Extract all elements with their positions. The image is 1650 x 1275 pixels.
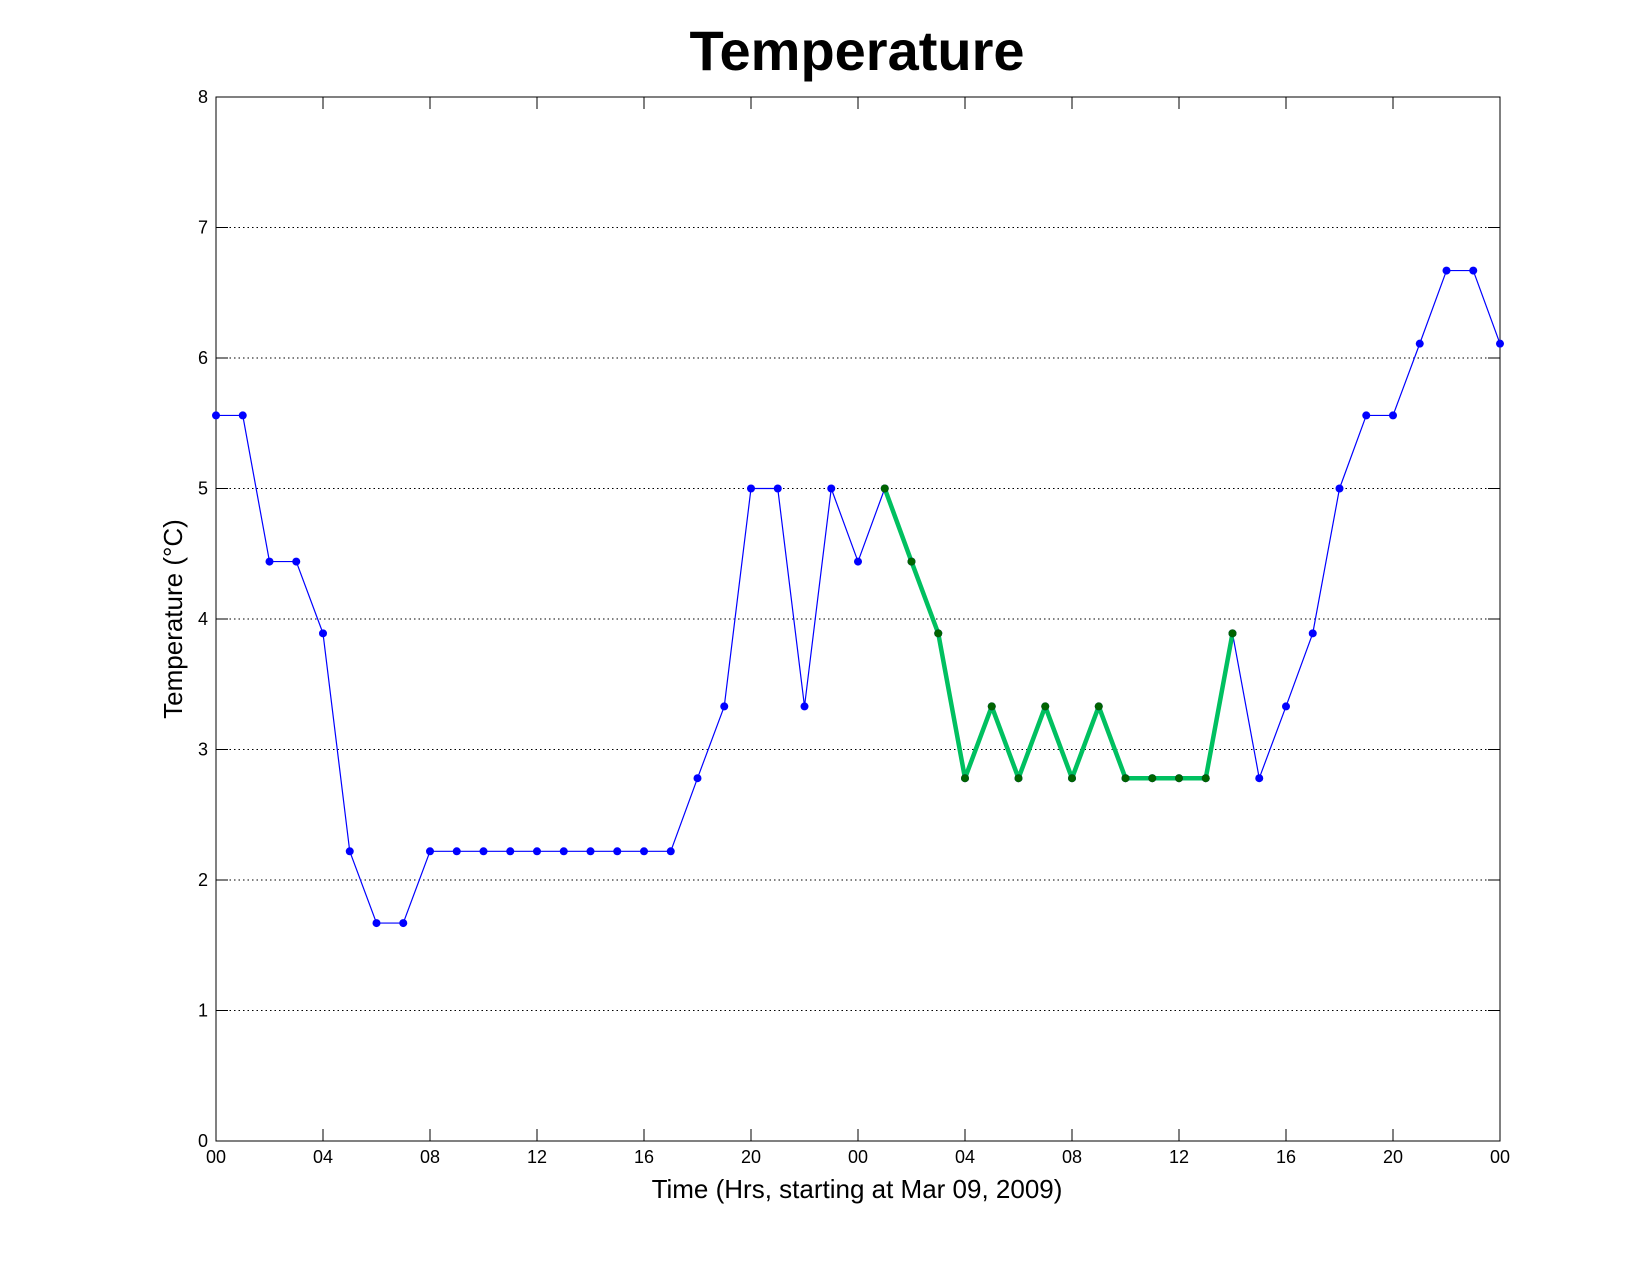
y-tick-label: 0 [198,1131,208,1151]
y-tick-label: 4 [198,609,208,629]
data-point-blue [747,484,755,493]
data-point-blue [1496,339,1504,348]
data-point-green [880,484,889,493]
y-tick-label: 5 [198,479,208,499]
data-point-green [1228,629,1237,638]
y-tick-label: 6 [198,348,208,368]
x-tick-label: 00 [1490,1147,1510,1167]
y-tick-label: 1 [198,1001,208,1021]
x-tick-label: 12 [527,1147,547,1167]
data-point-blue [292,557,301,566]
data-point-green [961,774,969,783]
data-point-blue [212,411,220,420]
y-tick-label: 2 [198,870,208,890]
data-point-blue [1255,774,1264,783]
data-point-blue [693,774,702,783]
x-tick-label: 16 [1276,1147,1296,1167]
data-point-blue [479,847,488,856]
data-point-blue [319,629,327,638]
data-point-blue [372,919,381,928]
data-point-blue [399,919,408,928]
x-tick-label: 12 [1169,1147,1189,1167]
data-point-blue [1389,411,1397,420]
data-point-green [1121,774,1130,783]
data-point-green [1094,702,1103,711]
data-point-blue [1415,339,1424,348]
data-point-green [987,702,996,711]
x-tick-label: 16 [634,1147,654,1167]
x-tick-label: 04 [313,1147,333,1167]
data-point-green [1068,774,1076,783]
series-line-blue [216,269,1501,924]
data-point-blue [1282,702,1290,711]
x-tick-label: 04 [955,1147,975,1167]
y-tick-label: 3 [198,740,208,760]
data-point-blue [533,847,541,856]
data-point-blue [666,847,675,856]
data-point-green [1175,774,1183,783]
data-point-blue [613,847,622,856]
chart-title: Temperature [689,19,1024,82]
data-point-blue [559,847,568,856]
data-point-blue [506,847,515,856]
data-point-blue [1469,266,1478,275]
data-point-green [907,557,916,566]
data-point-blue [1308,629,1317,638]
x-tick-label: 08 [420,1147,440,1167]
data-point-blue [1335,484,1344,493]
data-point-blue [773,484,782,493]
x-tick-label: 00 [848,1147,868,1167]
y-axis-label: Temperature (°C) [158,519,188,719]
data-point-green [1148,774,1157,783]
data-point-green [1041,702,1050,711]
data-point-blue [854,557,862,566]
data-point-blue [800,702,809,711]
plot-frame [215,96,1501,1142]
x-tick-label: 20 [741,1147,761,1167]
data-point-blue [720,702,729,711]
x-tick-label: 08 [1062,1147,1082,1167]
data-point-blue [1362,411,1371,420]
y-tick-label: 7 [198,218,208,238]
data-point-blue [452,847,461,856]
data-point-blue [640,847,648,856]
data-point-green [934,629,943,638]
data-point-blue [586,847,595,856]
data-point-green [1014,774,1023,783]
data-point-green [1201,774,1210,783]
data-point-blue [238,411,247,420]
data-point-blue [265,557,274,566]
series-line-green [882,487,1235,781]
data-point-blue [827,484,836,493]
data-point-blue [426,847,434,856]
x-tick-label: 00 [206,1147,226,1167]
x-axis-label: Time (Hrs, starting at Mar 09, 2009) [652,1174,1063,1204]
data-point-blue [1442,266,1451,275]
x-tick-label: 20 [1383,1147,1403,1167]
y-tick-label: 8 [198,87,208,107]
data-point-blue [345,847,354,856]
